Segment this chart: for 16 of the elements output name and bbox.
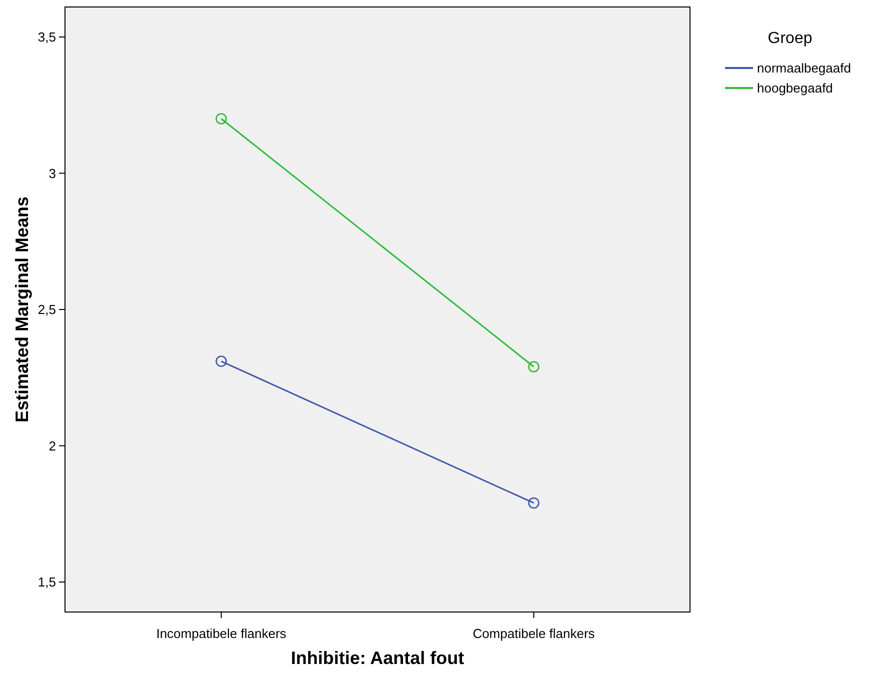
x-tick-label: Compatibele flankers — [472, 626, 596, 641]
legend-title: Groep — [768, 30, 812, 47]
x-tick-label: Incompatibele flankers — [156, 626, 287, 641]
y-tick-label: 1,5 — [38, 574, 56, 590]
y-tick-label: 2 — [48, 438, 56, 454]
y-tick-label: 3 — [48, 166, 56, 181]
x-axis-title: Inhibitie: Aantal fout — [290, 648, 464, 668]
point — [216, 356, 227, 367]
legend-label: hoogbegaafd — [757, 80, 833, 96]
legend-label: normaalbegaafd — [757, 60, 851, 76]
point — [528, 497, 540, 509]
point — [216, 113, 227, 124]
point — [528, 361, 540, 372]
y-axis-title: Estimated Marginal Means — [12, 196, 32, 423]
y-tick-label: 3,5 — [38, 30, 56, 45]
y-tick-label: 2,5 — [38, 302, 56, 318]
